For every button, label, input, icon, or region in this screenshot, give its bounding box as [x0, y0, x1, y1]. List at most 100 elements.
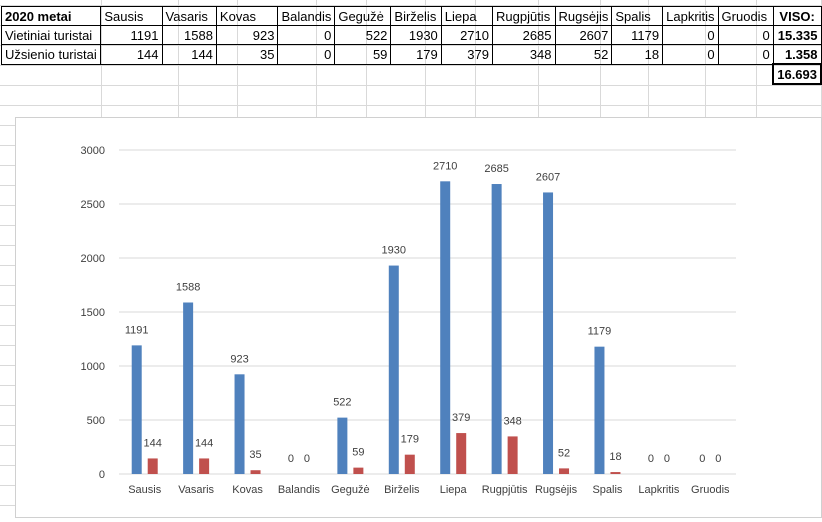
value-cell[interactable]: 0: [717, 44, 774, 65]
empty-cell[interactable]: [718, 64, 773, 84]
value-cell[interactable]: 348: [492, 44, 556, 65]
data-label: 35: [249, 449, 261, 461]
table-header-row: 2020 metai Sausis Vasaris Kovas Balandis Gegu…: [0, 6, 822, 26]
data-label: 1191: [125, 324, 149, 336]
grand-total-row: 16.693: [2, 63, 822, 85]
y-tick-label: 3000: [81, 145, 105, 157]
bar-series-2: [507, 436, 518, 474]
value-cell[interactable]: 18: [611, 44, 664, 65]
month-header-cell[interactable]: Kovas: [215, 6, 279, 26]
month-header-cell[interactable]: Gegužė: [334, 6, 392, 26]
value-cell[interactable]: 522: [334, 25, 392, 45]
value-cell[interactable]: 0: [717, 25, 774, 45]
data-label: 0: [715, 453, 721, 465]
month-header-cell[interactable]: Birželis: [390, 6, 442, 26]
data-label: 0: [664, 453, 670, 465]
chart-area[interactable]: 0 500 1000 1500 2000 2500 3000 Sausis 1191 144 Vas…: [15, 117, 822, 518]
x-tick-label: Rugpjūtis: [482, 484, 528, 496]
bar-series-2: [404, 454, 415, 474]
value-cell[interactable]: 2710: [440, 25, 494, 45]
value-cell[interactable]: 1930: [390, 25, 442, 45]
x-tick-label: Gruodis: [691, 484, 730, 496]
empty-cell[interactable]: [663, 64, 718, 84]
month-header-cell[interactable]: Rugsėjis: [554, 6, 613, 26]
y-tick-label: 500: [87, 415, 105, 427]
row-label-cell[interactable]: Vietiniai turistai: [0, 25, 102, 45]
empty-cell[interactable]: [216, 64, 278, 84]
month-header-cell[interactable]: Sausis: [100, 6, 163, 26]
value-cell[interactable]: 0: [277, 44, 336, 65]
empty-cell[interactable]: [101, 64, 162, 84]
data-label: 144: [195, 437, 213, 449]
value-cell[interactable]: 59: [334, 44, 392, 65]
value-cell[interactable]: 0: [662, 25, 719, 45]
x-tick-label: Vasaris: [178, 484, 214, 496]
month-header-cell[interactable]: Spalis: [611, 6, 664, 26]
data-label: 923: [230, 353, 248, 365]
bar-series-2: [199, 458, 210, 474]
bar-series-1: [543, 192, 554, 474]
value-cell[interactable]: 1191: [100, 25, 163, 45]
grand-total-cell[interactable]: 16.693: [772, 63, 822, 85]
bar-series-1: [131, 345, 142, 474]
bar-series-1: [183, 302, 194, 474]
sheet-row-line: [0, 5, 822, 6]
empty-cell[interactable]: [493, 64, 556, 84]
data-label: 144: [144, 437, 162, 449]
x-tick-label: Gegužė: [331, 484, 370, 496]
total-header-cell[interactable]: VISO:: [772, 6, 822, 26]
value-cell[interactable]: 0: [662, 44, 719, 65]
bar-series-1: [337, 417, 348, 474]
bar-series-2: [610, 472, 621, 474]
data-label: 348: [503, 415, 521, 427]
empty-cell[interactable]: [555, 64, 612, 84]
empty-cell[interactable]: [162, 64, 216, 84]
value-cell[interactable]: 144: [100, 44, 163, 65]
empty-cell[interactable]: [278, 64, 335, 84]
empty-cell[interactable]: [2, 64, 101, 84]
row-total-cell[interactable]: 15.335: [772, 25, 822, 45]
bar-chart: 0 500 1000 1500 2000 2500 3000 Sausis 1191 144 Vas…: [81, 145, 736, 496]
data-label: 18: [609, 451, 621, 463]
bar-series-2: [353, 467, 364, 474]
value-cell[interactable]: 1179: [611, 25, 664, 45]
bar-series-2: [147, 458, 158, 474]
data-label: 2710: [433, 160, 457, 172]
value-cell[interactable]: 179: [390, 44, 442, 65]
y-tick-label: 1500: [81, 307, 105, 319]
month-header-cell[interactable]: Liepa: [440, 6, 494, 26]
value-cell[interactable]: 1588: [161, 25, 217, 45]
data-label: 0: [699, 453, 705, 465]
value-cell[interactable]: 379: [440, 44, 494, 65]
empty-cell[interactable]: [391, 64, 441, 84]
month-header-cell[interactable]: Vasaris: [161, 6, 217, 26]
x-tick-label: Rugsėjis: [535, 484, 578, 496]
value-cell[interactable]: 52: [554, 44, 613, 65]
value-cell[interactable]: 2607: [554, 25, 613, 45]
month-header-cell[interactable]: Lapkritis: [662, 6, 719, 26]
value-cell[interactable]: 0: [277, 25, 336, 45]
empty-cell[interactable]: [335, 64, 391, 84]
bar-series-1: [234, 374, 245, 474]
empty-cell[interactable]: [441, 64, 492, 84]
x-tick-label: Sausis: [128, 484, 162, 496]
data-label: 379: [452, 412, 470, 424]
month-header-cell[interactable]: Gruodis: [717, 6, 774, 26]
value-cell[interactable]: 35: [215, 44, 279, 65]
table-row: Užsienio turistai 144 144 35 0 59 179 379 348 52 1…: [0, 44, 822, 65]
empty-cell[interactable]: [612, 64, 663, 84]
x-tick-label: Balandis: [278, 484, 321, 496]
row-label-cell[interactable]: Užsienio turistai: [0, 44, 102, 65]
x-tick-label: Lapkritis: [638, 484, 679, 496]
row-total-cell[interactable]: 1.358: [772, 44, 822, 65]
value-cell[interactable]: 923: [215, 25, 279, 45]
data-label: 52: [558, 447, 570, 459]
value-cell[interactable]: 2685: [492, 25, 556, 45]
value-cell[interactable]: 144: [161, 44, 217, 65]
y-tick-label: 2500: [81, 199, 105, 211]
data-label: 522: [333, 397, 351, 409]
x-tick-label: Birželis: [384, 484, 420, 496]
month-header-cell[interactable]: Rugpjūtis: [492, 6, 556, 26]
year-header-cell[interactable]: 2020 metai: [0, 6, 102, 26]
month-header-cell[interactable]: Balandis: [277, 6, 336, 26]
